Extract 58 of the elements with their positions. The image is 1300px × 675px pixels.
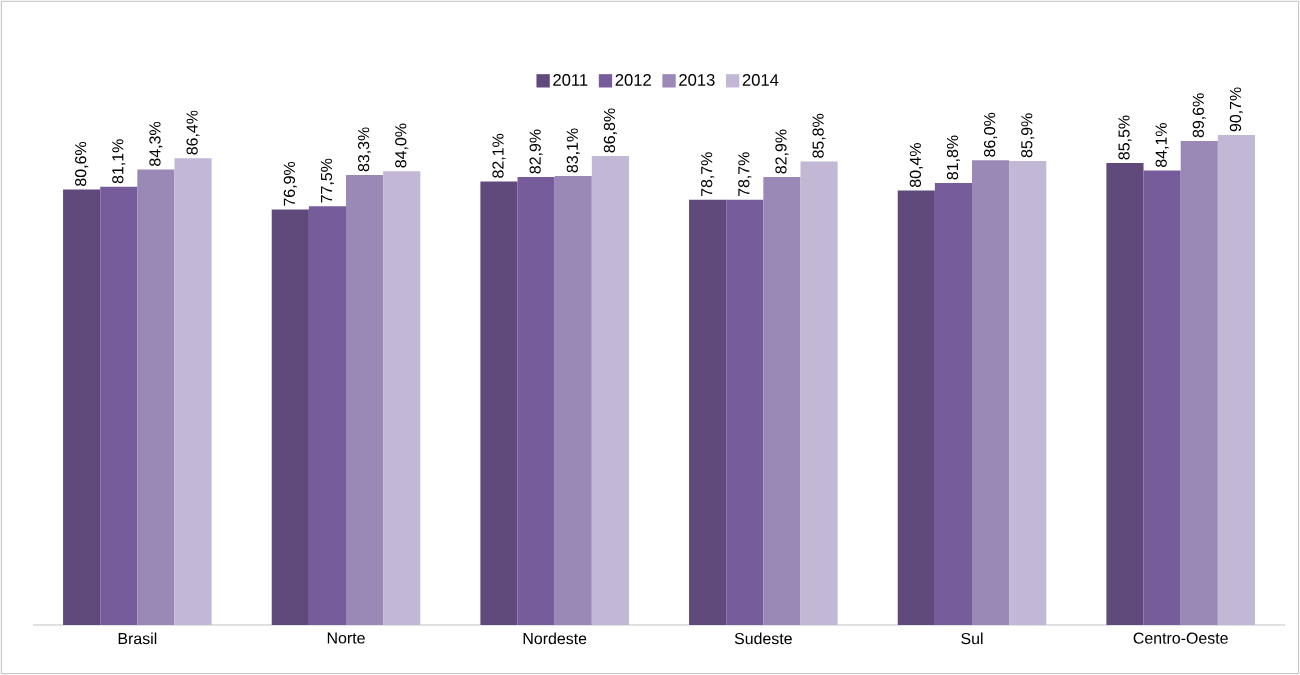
data-label: 90,7%	[1229, 87, 1243, 132]
data-label: 84,0%	[395, 123, 409, 168]
data-label: 89,6%	[1192, 93, 1206, 138]
bar	[480, 181, 518, 625]
bar	[63, 189, 101, 625]
data-label: 82,9%	[775, 129, 789, 174]
data-label: 85,9%	[1021, 113, 1035, 158]
bar	[137, 169, 175, 625]
x-tick-label: Sul	[961, 632, 983, 645]
data-label: 86,4%	[186, 110, 200, 155]
data-label: 80,4%	[909, 143, 923, 187]
x-tick-label: Centro-Oeste	[1133, 632, 1228, 644]
bar	[174, 158, 212, 625]
legend-label: 2011	[553, 74, 588, 86]
data-label: 82,1%	[492, 133, 506, 178]
bar	[346, 174, 384, 625]
legend-label: 2012	[615, 74, 651, 86]
data-label: 78,7%	[738, 152, 752, 197]
bar	[383, 171, 421, 625]
bar	[591, 156, 629, 625]
data-label: 83,3%	[358, 127, 372, 172]
x-tick-label: Norte	[327, 632, 365, 644]
bar	[972, 160, 1010, 625]
data-label: 84,3%	[149, 121, 163, 166]
x-tick-label: Sudeste	[734, 632, 792, 645]
legend-label: 2014	[742, 74, 779, 86]
bar	[1217, 134, 1255, 625]
data-label: 78,7%	[701, 152, 715, 197]
data-label: 85,8%	[812, 113, 826, 158]
data-label: 80,6%	[75, 141, 89, 186]
bar	[271, 209, 309, 625]
bar	[100, 186, 138, 625]
bar	[517, 177, 555, 625]
data-label: 81,1%	[112, 139, 126, 184]
bar	[1180, 140, 1218, 625]
data-label: 81,8%	[946, 135, 961, 180]
bar	[689, 199, 727, 625]
data-label: 84,1%	[1155, 123, 1169, 167]
bar	[897, 190, 935, 625]
data-label: 77,5%	[320, 158, 334, 203]
data-label: 85,5%	[1118, 115, 1132, 160]
bar	[800, 161, 838, 625]
x-tick-label: Nordeste	[523, 632, 587, 645]
legend-label: 2013	[679, 74, 715, 86]
bar	[554, 176, 592, 625]
data-label: 76,9%	[283, 161, 297, 206]
bar	[1143, 170, 1181, 625]
bar	[726, 199, 764, 625]
bar	[1009, 160, 1047, 625]
bar	[763, 177, 801, 625]
data-label: 82,9%	[529, 129, 543, 174]
bar	[934, 183, 973, 625]
bar	[308, 206, 347, 625]
x-tick-label: Brasil	[118, 632, 157, 645]
data-label: 86,8%	[603, 108, 617, 153]
bar	[1106, 163, 1144, 625]
data-label: 83,1%	[566, 128, 580, 173]
data-label: 86,0%	[984, 112, 998, 157]
